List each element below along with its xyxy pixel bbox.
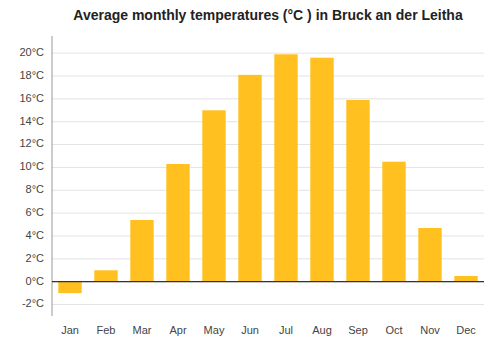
x-tick-label: Oct xyxy=(385,324,402,336)
y-tick-label: 6°C xyxy=(26,206,45,218)
x-tick-label: Apr xyxy=(169,324,186,336)
bar xyxy=(202,110,225,281)
grid-line xyxy=(52,98,484,99)
bar xyxy=(310,58,333,282)
bar xyxy=(382,162,405,282)
x-tick-label: Feb xyxy=(97,324,116,336)
bar xyxy=(346,100,369,282)
grid-line xyxy=(52,167,484,168)
x-tick-label: Jul xyxy=(279,324,293,336)
chart: Average monthly temperatures (°C ) in Br… xyxy=(0,0,500,350)
bars xyxy=(58,54,477,293)
x-tick-label: May xyxy=(204,324,225,336)
y-tick-label: 8°C xyxy=(26,183,45,195)
y-tick-label: 0°C xyxy=(26,275,45,287)
x-tick-label: Mar xyxy=(133,324,152,336)
grid xyxy=(52,53,484,304)
grid-line xyxy=(52,213,484,214)
y-tick-label: 4°C xyxy=(26,229,45,241)
bar xyxy=(94,270,117,281)
y-tick-label: -2°C xyxy=(22,297,44,309)
x-ticks: Jan Feb Mar Apr May Jun Jul Aug Sep Oct Nov Dec xyxy=(61,324,476,336)
y-tick-label: 14°C xyxy=(19,115,44,127)
x-tick-label: Nov xyxy=(420,324,440,336)
bar xyxy=(130,220,153,282)
y-tick-label: 16°C xyxy=(19,92,44,104)
title: Average monthly temperatures (°C ) in Br… xyxy=(73,7,463,23)
y-tick-label: 18°C xyxy=(19,69,44,81)
x-tick-label: Jan xyxy=(61,324,79,336)
zero-line xyxy=(52,281,484,282)
grid-line xyxy=(52,121,484,122)
grid-line xyxy=(52,144,484,145)
bar xyxy=(454,276,477,282)
y-tick-label: 12°C xyxy=(19,137,44,149)
y-ticks: -2°C 0°C 2°C 4°C 6°C 8°C 10°C 12°C 14°C 16°C 18°C 2… xyxy=(19,46,44,309)
x-tick-label: Dec xyxy=(456,324,476,336)
x-tick-label: Jun xyxy=(241,324,259,336)
grid-line xyxy=(52,53,484,54)
y-tick-label: 20°C xyxy=(19,46,44,58)
bar xyxy=(166,164,189,282)
bar xyxy=(274,54,297,281)
chart-container: Average monthly temperatures (°C ) in Br… xyxy=(0,0,500,350)
x-tick-label: Aug xyxy=(312,324,332,336)
y-tick-label: 10°C xyxy=(19,160,44,172)
bar xyxy=(418,228,441,282)
bar xyxy=(238,75,261,282)
x-tick-label: Sep xyxy=(348,324,368,336)
grid-line xyxy=(52,281,484,282)
y-tick-label: 2°C xyxy=(26,252,45,264)
grid-line xyxy=(52,304,484,305)
grid-line xyxy=(52,190,484,191)
bar xyxy=(58,282,81,293)
grid-line xyxy=(52,76,484,77)
y-axis-line xyxy=(52,36,53,316)
